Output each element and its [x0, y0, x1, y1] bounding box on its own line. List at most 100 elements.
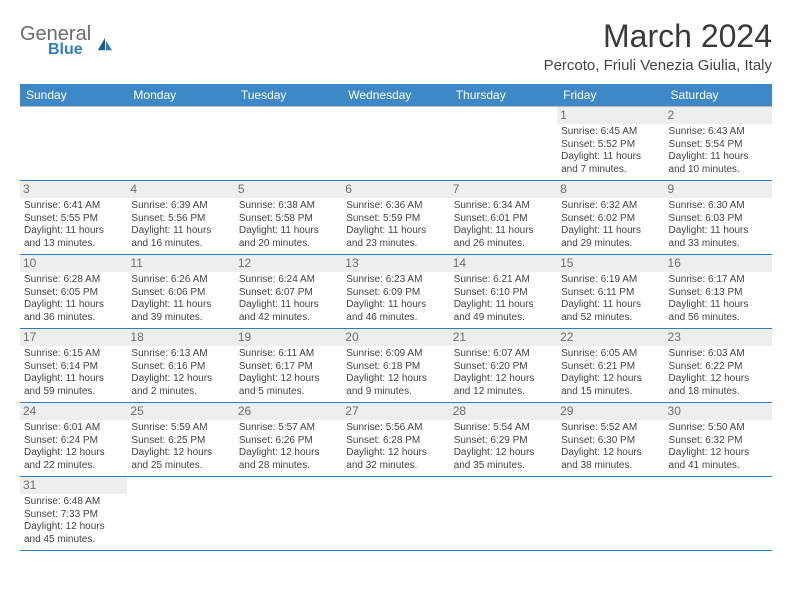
daylight2-text: and 20 minutes.: [239, 238, 338, 251]
daylight2-text: and 10 minutes.: [669, 164, 768, 177]
calendar-day-cell: 14Sunrise: 6:21 AMSunset: 6:10 PMDayligh…: [450, 255, 557, 329]
sunset-text: Sunset: 6:18 PM: [346, 361, 445, 374]
sunset-text: Sunset: 6:32 PM: [669, 435, 768, 448]
day-number: 30: [665, 403, 772, 420]
daylight2-text: and 52 minutes.: [561, 312, 660, 325]
calendar-day-cell: 19Sunrise: 6:11 AMSunset: 6:17 PMDayligh…: [235, 329, 342, 403]
day-number: 6: [342, 181, 449, 198]
sunrise-text: Sunrise: 6:13 AM: [131, 348, 230, 361]
sunrise-text: Sunrise: 6:32 AM: [561, 200, 660, 213]
daylight1-text: Daylight: 11 hours: [239, 225, 338, 238]
logo: General Blue: [20, 24, 114, 59]
sunrise-text: Sunrise: 6:41 AM: [24, 200, 123, 213]
calendar-day-cell: [665, 477, 772, 551]
day-number: 11: [127, 255, 234, 272]
calendar-day-cell: 8Sunrise: 6:32 AMSunset: 6:02 PMDaylight…: [557, 181, 664, 255]
daylight2-text: and 9 minutes.: [346, 386, 445, 399]
sunrise-text: Sunrise: 5:54 AM: [454, 422, 553, 435]
sunset-text: Sunset: 6:07 PM: [239, 287, 338, 300]
sunrise-text: Sunrise: 6:24 AM: [239, 274, 338, 287]
day-number: 17: [20, 329, 127, 346]
daylight2-text: and 36 minutes.: [24, 312, 123, 325]
daylight2-text: and 35 minutes.: [454, 460, 553, 473]
sunrise-text: Sunrise: 6:19 AM: [561, 274, 660, 287]
day-number: 19: [235, 329, 342, 346]
day-number: 8: [557, 181, 664, 198]
calendar-day-cell: 23Sunrise: 6:03 AMSunset: 6:22 PMDayligh…: [665, 329, 772, 403]
sunrise-text: Sunrise: 6:17 AM: [669, 274, 768, 287]
sunset-text: Sunset: 6:02 PM: [561, 213, 660, 226]
daylight1-text: Daylight: 12 hours: [24, 447, 123, 460]
calendar-day-cell: [450, 477, 557, 551]
sunrise-text: Sunrise: 6:03 AM: [669, 348, 768, 361]
sunrise-text: Sunrise: 6:43 AM: [669, 126, 768, 139]
calendar-day-cell: [235, 477, 342, 551]
calendar-day-cell: 15Sunrise: 6:19 AMSunset: 6:11 PMDayligh…: [557, 255, 664, 329]
title-block: March 2024 Percoto, Friuli Venezia Giuli…: [544, 18, 772, 78]
calendar-table: Sunday Monday Tuesday Wednesday Thursday…: [20, 84, 772, 551]
calendar-day-cell: [342, 107, 449, 181]
sunset-text: Sunset: 6:06 PM: [131, 287, 230, 300]
daylight2-text: and 59 minutes.: [24, 386, 123, 399]
calendar-day-cell: 18Sunrise: 6:13 AMSunset: 6:16 PMDayligh…: [127, 329, 234, 403]
page-header: General Blue March 2024 Percoto, Friuli …: [20, 18, 772, 78]
daylight2-text: and 33 minutes.: [669, 238, 768, 251]
calendar-day-cell: [235, 107, 342, 181]
sunrise-text: Sunrise: 6:21 AM: [454, 274, 553, 287]
daylight1-text: Daylight: 12 hours: [561, 447, 660, 460]
daylight2-text: and 23 minutes.: [346, 238, 445, 251]
daylight1-text: Daylight: 11 hours: [131, 225, 230, 238]
day-number: 1: [557, 107, 664, 124]
sunrise-text: Sunrise: 5:59 AM: [131, 422, 230, 435]
daylight1-text: Daylight: 11 hours: [454, 225, 553, 238]
daylight2-text: and 32 minutes.: [346, 460, 445, 473]
daylight1-text: Daylight: 11 hours: [346, 225, 445, 238]
sunset-text: Sunset: 5:52 PM: [561, 139, 660, 152]
sunrise-text: Sunrise: 6:26 AM: [131, 274, 230, 287]
daylight2-text: and 39 minutes.: [131, 312, 230, 325]
daylight2-text: and 15 minutes.: [561, 386, 660, 399]
sunset-text: Sunset: 5:58 PM: [239, 213, 338, 226]
daylight2-text: and 5 minutes.: [239, 386, 338, 399]
day-number: 7: [450, 181, 557, 198]
sunrise-text: Sunrise: 6:39 AM: [131, 200, 230, 213]
col-header: Saturday: [665, 84, 772, 107]
sunset-text: Sunset: 6:25 PM: [131, 435, 230, 448]
sunset-text: Sunset: 6:13 PM: [669, 287, 768, 300]
sunset-text: Sunset: 5:59 PM: [346, 213, 445, 226]
calendar-day-cell: 17Sunrise: 6:15 AMSunset: 6:14 PMDayligh…: [20, 329, 127, 403]
day-number: 25: [127, 403, 234, 420]
sunset-text: Sunset: 6:05 PM: [24, 287, 123, 300]
daylight2-text: and 49 minutes.: [454, 312, 553, 325]
col-header: Sunday: [20, 84, 127, 107]
sunset-text: Sunset: 6:16 PM: [131, 361, 230, 374]
daylight2-text: and 26 minutes.: [454, 238, 553, 251]
sunrise-text: Sunrise: 6:11 AM: [239, 348, 338, 361]
daylight2-text: and 13 minutes.: [24, 238, 123, 251]
calendar-day-cell: 26Sunrise: 5:57 AMSunset: 6:26 PMDayligh…: [235, 403, 342, 477]
daylight1-text: Daylight: 12 hours: [669, 447, 768, 460]
daylight1-text: Daylight: 11 hours: [24, 299, 123, 312]
calendar-week-row: 17Sunrise: 6:15 AMSunset: 6:14 PMDayligh…: [20, 329, 772, 403]
daylight1-text: Daylight: 12 hours: [239, 447, 338, 460]
calendar-day-cell: [342, 477, 449, 551]
calendar-day-cell: 31Sunrise: 6:48 AMSunset: 7:33 PMDayligh…: [20, 477, 127, 551]
sunset-text: Sunset: 5:56 PM: [131, 213, 230, 226]
calendar-day-cell: 20Sunrise: 6:09 AMSunset: 6:18 PMDayligh…: [342, 329, 449, 403]
calendar-day-cell: 30Sunrise: 5:50 AMSunset: 6:32 PMDayligh…: [665, 403, 772, 477]
sunrise-text: Sunrise: 6:34 AM: [454, 200, 553, 213]
daylight1-text: Daylight: 12 hours: [346, 373, 445, 386]
day-number: 3: [20, 181, 127, 198]
sunrise-text: Sunrise: 5:52 AM: [561, 422, 660, 435]
col-header: Monday: [127, 84, 234, 107]
calendar-day-cell: 13Sunrise: 6:23 AMSunset: 6:09 PMDayligh…: [342, 255, 449, 329]
calendar-week-row: 10Sunrise: 6:28 AMSunset: 6:05 PMDayligh…: [20, 255, 772, 329]
sunrise-text: Sunrise: 6:15 AM: [24, 348, 123, 361]
daylight2-text: and 12 minutes.: [454, 386, 553, 399]
sunrise-text: Sunrise: 6:01 AM: [24, 422, 123, 435]
col-header: Tuesday: [235, 84, 342, 107]
sunset-text: Sunset: 6:28 PM: [346, 435, 445, 448]
daylight1-text: Daylight: 11 hours: [131, 299, 230, 312]
calendar-week-row: 1Sunrise: 6:45 AMSunset: 5:52 PMDaylight…: [20, 107, 772, 181]
col-header: Wednesday: [342, 84, 449, 107]
